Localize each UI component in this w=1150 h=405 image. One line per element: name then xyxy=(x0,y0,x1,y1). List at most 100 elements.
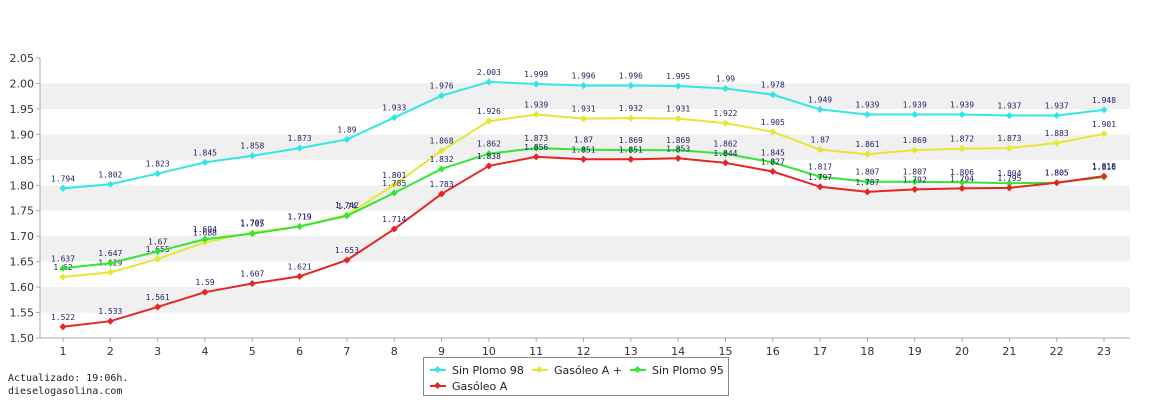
data-label-sin-plomo-98: 1.89 xyxy=(337,125,356,134)
data-point-gasoleo-a-plus xyxy=(579,115,588,123)
data-label-gasoleo-a-plus: 1.869 xyxy=(903,136,927,145)
data-point-sin-plomo-98 xyxy=(390,114,398,122)
data-point-sin-plomo-95 xyxy=(769,158,777,166)
x-tick-label: 19 xyxy=(908,345,922,358)
data-label-sin-plomo-95: 1.869 xyxy=(666,136,690,145)
data-point-gasoleo-a xyxy=(863,188,871,196)
data-label-gasoleo-a: 1.792 xyxy=(903,175,927,184)
data-point-gasoleo-a xyxy=(248,279,256,288)
data-label-sin-plomo-95: 1.67 xyxy=(148,237,167,246)
data-point-sin-plomo-95 xyxy=(958,178,966,186)
data-label-gasoleo-a-plus: 1.905 xyxy=(761,118,785,127)
data-label-sin-plomo-98: 1.939 xyxy=(855,101,879,110)
data-label-gasoleo-a-plus: 1.801 xyxy=(382,171,406,180)
x-tick-label: 16 xyxy=(766,345,780,358)
data-label-gasoleo-a-plus: 1.873 xyxy=(997,134,1021,143)
x-tick-label: 13 xyxy=(624,345,638,358)
data-label-sin-plomo-98: 1.999 xyxy=(524,70,548,79)
data-label-sin-plomo-98: 1.858 xyxy=(240,142,264,151)
series-sin-plomo-95: 1.6371.6471.671.6941.7051.7191.741.7851.… xyxy=(51,134,1116,272)
data-label-gasoleo-a: 1.783 xyxy=(429,180,453,189)
data-label-gasoleo-a: 1.533 xyxy=(98,307,122,316)
data-point-sin-plomo-95 xyxy=(296,222,304,231)
data-point-gasoleo-a-plus xyxy=(863,150,871,158)
data-point-gasoleo-a xyxy=(106,317,114,325)
data-point-sin-plomo-95 xyxy=(201,235,209,243)
data-label-sin-plomo-98: 1.996 xyxy=(619,71,643,80)
data-point-sin-plomo-95 xyxy=(721,150,729,158)
data-point-sin-plomo-98 xyxy=(674,82,682,90)
data-point-sin-plomo-98 xyxy=(863,110,871,119)
data-point-gasoleo-a-plus xyxy=(532,110,540,119)
data-label-gasoleo-a: 1.827 xyxy=(761,158,785,167)
data-point-sin-plomo-98 xyxy=(816,105,824,113)
x-tick-label: 22 xyxy=(1050,345,1064,358)
data-label-gasoleo-a: 1.607 xyxy=(240,270,264,279)
x-tick-label: 14 xyxy=(671,345,685,358)
data-point-gasoleo-a xyxy=(485,162,493,170)
data-label-gasoleo-a: 1.851 xyxy=(571,145,595,154)
data-label-sin-plomo-98: 1.99 xyxy=(716,75,735,84)
data-point-sin-plomo-98 xyxy=(343,135,351,143)
data-point-sin-plomo-95 xyxy=(579,146,588,154)
data-point-sin-plomo-98 xyxy=(485,78,493,86)
y-tick-label: 1.55 xyxy=(10,307,35,320)
y-tick-label: 1.85 xyxy=(10,154,35,167)
x-tick-label: 8 xyxy=(391,345,398,358)
data-point-gasoleo-a xyxy=(390,225,398,233)
x-tick-label: 10 xyxy=(482,345,496,358)
x-tick-label: 21 xyxy=(1002,345,1016,358)
data-label-sin-plomo-98: 1.948 xyxy=(1092,96,1116,105)
data-label-sin-plomo-95: 1.862 xyxy=(713,140,737,149)
legend-item-gasoleo-a-plus: Gasóleo A + xyxy=(532,363,622,377)
data-label-gasoleo-a: 1.805 xyxy=(1045,169,1069,178)
data-label-gasoleo-a-plus: 1.883 xyxy=(1045,129,1069,138)
data-label-gasoleo-a: 1.795 xyxy=(997,174,1021,183)
data-label-gasoleo-a: 1.714 xyxy=(382,215,406,224)
data-label-sin-plomo-98: 1.978 xyxy=(761,81,785,90)
data-point-gasoleo-a-plus xyxy=(674,115,682,123)
data-label-sin-plomo-95: 1.637 xyxy=(51,254,75,263)
data-point-sin-plomo-95 xyxy=(59,264,67,272)
data-label-sin-plomo-98: 1.949 xyxy=(808,95,832,104)
legend-marker-sin-plomo-98 xyxy=(430,369,446,371)
data-point-gasoleo-a-plus xyxy=(59,273,67,281)
data-point-sin-plomo-95 xyxy=(532,144,540,152)
grid-band xyxy=(40,83,1130,109)
data-point-sin-plomo-98 xyxy=(201,158,209,166)
data-point-gasoleo-a-plus xyxy=(390,181,398,189)
data-label-sin-plomo-95: 1.817 xyxy=(808,163,832,172)
data-point-sin-plomo-98 xyxy=(248,152,256,160)
data-label-gasoleo-a-plus: 1.87 xyxy=(810,136,829,145)
data-label-gasoleo-a-plus: 1.931 xyxy=(666,105,690,114)
y-tick-label: 1.80 xyxy=(10,179,35,192)
data-point-sin-plomo-95 xyxy=(390,189,398,197)
grid-band xyxy=(40,236,1130,262)
data-label-sin-plomo-95: 1.719 xyxy=(288,213,312,222)
data-point-gasoleo-a xyxy=(674,154,682,162)
data-point-sin-plomo-98 xyxy=(911,110,919,119)
data-label-sin-plomo-95: 1.694 xyxy=(193,225,217,234)
data-label-sin-plomo-95: 1.647 xyxy=(98,249,122,258)
data-point-gasoleo-a xyxy=(769,167,777,176)
data-point-gasoleo-a-plus xyxy=(816,146,824,154)
data-label-sin-plomo-98: 1.939 xyxy=(950,101,974,110)
data-label-sin-plomo-95: 1.862 xyxy=(477,140,501,149)
x-tick-label: 1 xyxy=(60,345,67,358)
data-point-sin-plomo-98 xyxy=(106,180,114,188)
data-point-gasoleo-a xyxy=(201,288,209,296)
data-point-gasoleo-a xyxy=(296,272,304,280)
legend-item-sin-plomo-98: Sin Plomo 98 xyxy=(430,363,524,377)
data-label-gasoleo-a: 1.59 xyxy=(195,278,214,287)
legend-marker-sin-plomo-95 xyxy=(630,369,646,371)
data-label-sin-plomo-95: 1.705 xyxy=(240,220,264,229)
y-tick-label: 1.70 xyxy=(10,230,35,243)
data-label-gasoleo-a: 1.621 xyxy=(288,262,312,271)
data-point-gasoleo-a xyxy=(154,303,162,311)
data-label-gasoleo-a: 1.853 xyxy=(666,144,690,153)
data-point-gasoleo-a xyxy=(1005,184,1013,192)
data-point-sin-plomo-98 xyxy=(438,92,446,100)
data-point-gasoleo-a-plus xyxy=(154,255,162,263)
data-point-sin-plomo-95 xyxy=(438,165,446,173)
